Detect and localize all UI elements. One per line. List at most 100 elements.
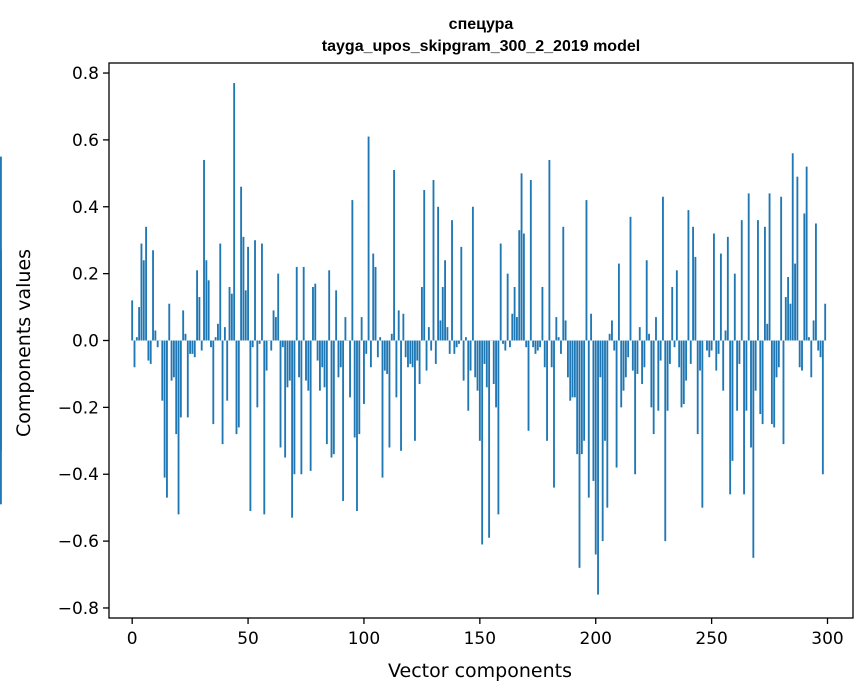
bar-63	[277, 273, 280, 341]
bar-14	[163, 340, 166, 478]
bar-182	[553, 340, 555, 488]
bar-235	[675, 270, 678, 341]
bar-157	[495, 340, 497, 408]
bar-236	[678, 340, 681, 368]
y-tick-label: 0.4	[72, 198, 99, 218]
bar-67	[286, 340, 289, 388]
bar-290	[803, 213, 806, 341]
bar-170	[525, 340, 528, 348]
bar-109	[383, 340, 386, 371]
bar-118	[404, 340, 407, 358]
bar-202	[599, 340, 602, 378]
bar-111	[388, 340, 391, 448]
bar-215	[629, 216, 632, 341]
bar-51	[249, 340, 252, 512]
bar-0	[131, 300, 134, 341]
bar-31	[203, 159, 205, 341]
bar-284	[789, 303, 792, 341]
bar-22	[182, 310, 185, 341]
bar-68	[288, 340, 291, 381]
bar-94	[349, 340, 351, 398]
bar-110	[386, 340, 389, 374]
x-tick-label: 50	[237, 629, 259, 649]
bar-263	[740, 220, 743, 341]
bar-122	[414, 340, 416, 441]
bar-288	[798, 340, 801, 368]
bar-53	[254, 240, 256, 341]
bar-28	[196, 270, 198, 341]
bar-234	[673, 340, 676, 348]
bar-70	[293, 340, 296, 475]
bar-78	[312, 287, 314, 341]
bar-130	[432, 180, 435, 341]
bar-75	[305, 340, 307, 381]
bar-154	[488, 340, 491, 538]
bar-253	[717, 340, 720, 354]
bar-143	[462, 340, 465, 381]
x-tick-label: 150	[464, 629, 496, 649]
bar-193	[578, 340, 581, 568]
bar-87	[332, 340, 335, 455]
bar-33	[207, 280, 210, 341]
bar-185	[560, 340, 562, 354]
bar-11	[156, 340, 159, 348]
bar-126	[423, 190, 426, 341]
bar-2	[135, 337, 138, 341]
bar-267	[750, 340, 752, 448]
bar-227	[657, 340, 660, 411]
bar-158	[497, 340, 500, 515]
bar-42	[228, 287, 231, 341]
bar-129	[430, 340, 433, 351]
bar-289	[801, 340, 803, 371]
bar-178	[543, 340, 546, 368]
bar-146	[469, 340, 472, 371]
bar-204	[604, 340, 606, 441]
bar-98	[358, 340, 361, 435]
bar-undefined	[0, 340, 2, 451]
bar-165	[513, 287, 516, 341]
x-tick-label: 100	[348, 629, 380, 649]
bar-217	[634, 340, 637, 475]
bar-276	[770, 340, 773, 425]
bar-145	[467, 340, 470, 411]
bar-278	[775, 340, 778, 378]
bar-13	[161, 340, 164, 401]
bar-38	[219, 243, 222, 341]
bar-82	[321, 340, 324, 368]
bar-56	[261, 243, 263, 341]
bar-219	[638, 327, 641, 341]
bar-105	[374, 266, 377, 341]
bar-275	[768, 193, 771, 341]
bar-139	[453, 340, 456, 354]
bar-156	[492, 340, 495, 384]
bar-188	[566, 340, 569, 378]
bar-186	[562, 226, 565, 341]
bar-199	[592, 340, 595, 481]
bar-238	[682, 340, 685, 405]
bar-55	[258, 340, 261, 344]
bar-73	[300, 340, 303, 475]
x-axis-label: Vector components	[388, 660, 572, 682]
bar-64	[279, 340, 282, 448]
bar-299	[824, 303, 827, 341]
bar-261	[736, 340, 739, 411]
bar-266	[747, 193, 750, 341]
bar-37	[217, 323, 219, 341]
bar-176	[539, 340, 542, 348]
bar-246	[701, 340, 704, 508]
bar-69	[291, 340, 294, 518]
bar-133	[439, 320, 442, 341]
bar-125	[420, 287, 423, 341]
bar-264	[743, 340, 745, 495]
bar-194	[580, 340, 583, 455]
bar-66	[284, 340, 287, 458]
bar-187	[564, 320, 567, 341]
bar-256	[724, 330, 727, 341]
bar-259	[731, 340, 734, 461]
bar-175	[536, 340, 539, 351]
bar-152	[483, 340, 486, 364]
bar-203	[601, 340, 604, 542]
bar-10	[154, 330, 157, 341]
bar-103	[369, 340, 372, 368]
y-tick-label: −0.8	[58, 599, 99, 619]
